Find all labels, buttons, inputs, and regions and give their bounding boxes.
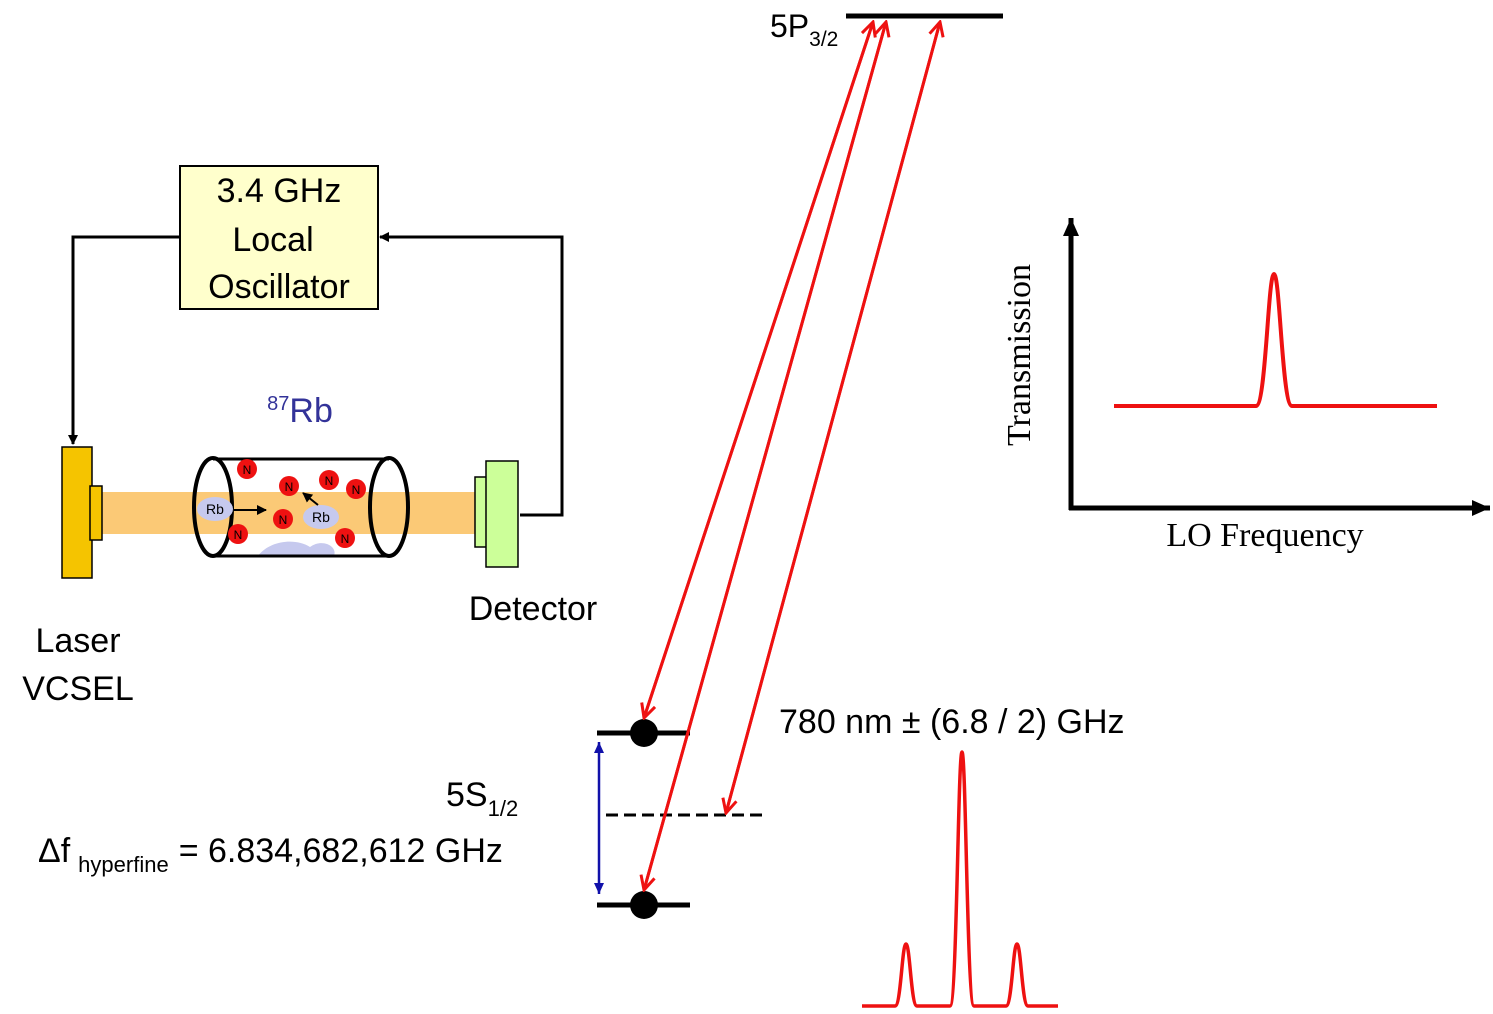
- buffer-gas-molecule: N: [228, 524, 248, 544]
- cell-settled-vapor: [258, 541, 335, 556]
- feedback-loop: [68, 232, 564, 517]
- detector-body: [485, 460, 519, 568]
- svg-text:N: N: [341, 532, 350, 546]
- isotope-mass-number: 87: [267, 393, 289, 415]
- isotope-element: Rb: [289, 392, 332, 430]
- transition-arrow-down: [644, 21, 875, 718]
- buffer-gas-molecule: N: [279, 476, 299, 496]
- laser-label-line1: Laser: [35, 622, 120, 660]
- rb-motion-arrow: [302, 492, 319, 506]
- transmission-plot: Transmission LO Frequency: [1001, 218, 1490, 554]
- buffer-gas-molecule: N: [319, 470, 339, 490]
- transmission-curve: [1114, 271, 1437, 408]
- svg-text:N: N: [234, 528, 243, 542]
- detector: Detector: [469, 460, 598, 628]
- svg-text:N: N: [325, 474, 334, 488]
- rb-vapor-cell: 87Rb Rb Rb N N N N N N N: [192, 392, 410, 558]
- svg-text:Rb: Rb: [206, 501, 224, 517]
- excited-level-label: 5P3/2: [770, 8, 838, 51]
- local-oscillator-box: [179, 165, 379, 310]
- detector-face: [474, 476, 488, 548]
- optical-transitions: [644, 22, 940, 890]
- svg-text:N: N: [243, 463, 252, 477]
- isotope-label: 87Rb: [267, 392, 333, 430]
- svg-text:Rb: Rb: [312, 509, 330, 525]
- transition-arrow-down: [726, 21, 942, 813]
- local-oscillator: 3.4 GHz Local Oscillator: [179, 165, 379, 310]
- local-oscillator-label-line3: Oscillator: [208, 268, 350, 306]
- laser-spectrum-curve: [862, 750, 1058, 1008]
- laser-label-line2: VCSEL: [22, 670, 134, 708]
- lo-to-laser-wire: [68, 235, 180, 445]
- hyperfine-frequency-label: Δf hyperfine = 6.834,682,612 GHz: [38, 832, 503, 877]
- svg-text:N: N: [285, 480, 294, 494]
- buffer-gas-molecule: N: [273, 509, 293, 529]
- svg-text:N: N: [352, 483, 361, 497]
- local-oscillator-label-line1: 3.4 GHz: [217, 172, 342, 210]
- plot-x-axis-label: LO Frequency: [1166, 517, 1363, 554]
- detector-to-lo-wire: [379, 232, 564, 517]
- laser-aperture: [89, 485, 103, 541]
- buffer-gas-molecule: N: [335, 528, 355, 548]
- buffer-gas-molecule: N: [346, 479, 366, 499]
- local-oscillator-label-line2: Local: [232, 221, 313, 259]
- rb-atom: Rb: [197, 497, 233, 521]
- laser-spectrum: 780 nm ± (6.8 / 2) GHz: [779, 703, 1125, 1008]
- transition-arrow-down: [644, 21, 888, 890]
- ground-level-label: 5S1/2: [446, 776, 518, 821]
- cell-right-window: [368, 456, 410, 558]
- population-dot: [630, 891, 658, 919]
- buffer-gas-molecule: N: [237, 459, 257, 479]
- rb-atom: Rb: [303, 505, 339, 529]
- laser-body: [61, 446, 93, 579]
- detector-label: Detector: [469, 590, 598, 628]
- laser-spectrum-label: 780 nm ± (6.8 / 2) GHz: [779, 703, 1125, 741]
- svg-text:N: N: [279, 513, 288, 527]
- plot-y-axis-label: Transmission: [1001, 264, 1038, 446]
- energy-levels: 5P3/2 5S1/2 Δf hyperfine = 6.834,682,612 G…: [38, 8, 1003, 919]
- laser-vcsel: Laser VCSEL: [22, 446, 134, 708]
- population-dot: [630, 719, 658, 747]
